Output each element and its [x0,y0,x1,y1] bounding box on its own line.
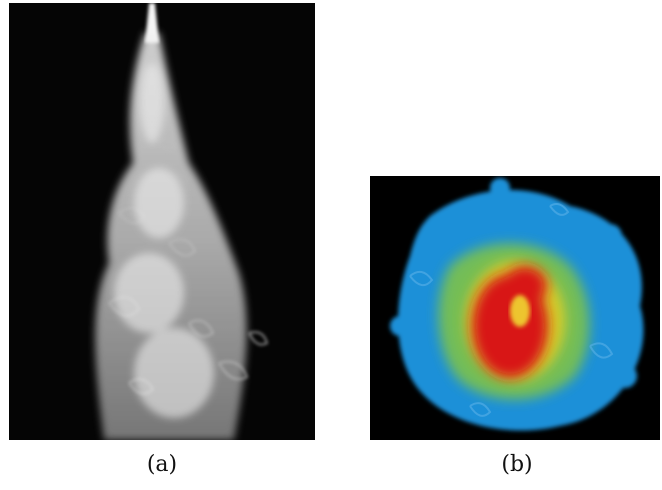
plume-highlights [114,63,214,418]
cross-section-svg [370,176,660,440]
plume-body [95,33,247,440]
grayscale-jet-plume-image [9,3,315,440]
jet-plume-svg [9,3,315,440]
hot-region [472,266,548,378]
hot-core [510,295,530,327]
false-color-cross-section-image [370,176,660,440]
panel-a-caption: (a) [146,452,178,477]
panel-b-caption: (b) [501,452,533,477]
cross-section-eddies [409,203,614,417]
